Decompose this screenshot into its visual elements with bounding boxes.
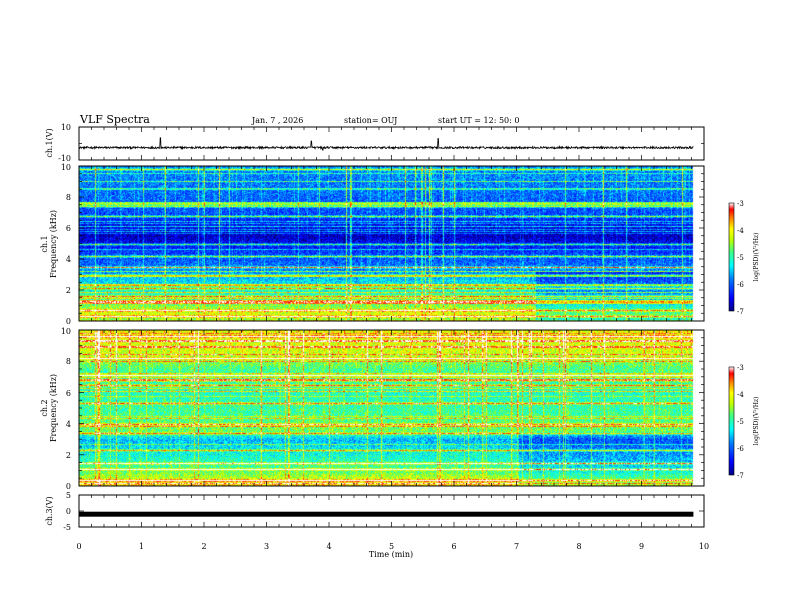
time-tick-4: 4 — [326, 542, 331, 551]
ch2-cbar-tick--7: -7 — [737, 472, 744, 480]
ch1-freq-tick-2: 2 — [66, 286, 71, 295]
ch1-cbar-tick--4: -4 — [737, 227, 744, 235]
ch1-waveform-panel: 10 -10 ch.1(V) — [45, 123, 705, 163]
ch1-waveform-line — [78, 137, 694, 151]
ch1-freq-tick-8: 8 — [66, 193, 71, 202]
ch2-cbar-tick--4: -4 — [737, 391, 744, 399]
ch1-ytick-top: 10 — [61, 123, 71, 132]
time-tick-9: 9 — [639, 542, 644, 551]
ch1-waveform-ylabel: ch.1(V) — [45, 128, 54, 157]
station-label: station= OUJ — [344, 116, 397, 125]
ch2-freq-tick-0: 0 — [66, 482, 71, 491]
time-tick-labels: 0 1 2 3 4 5 6 7 8 9 10 — [76, 542, 709, 551]
ch1-cbar-tick--3: -3 — [737, 200, 744, 208]
time-axis-label: Time (min) — [369, 550, 413, 559]
ch1-cbar-tick--6: -6 — [737, 281, 744, 289]
time-tick-8: 8 — [576, 542, 581, 551]
ch1-spectrogram-heatmap — [79, 166, 704, 321]
ch3-ytick-5: 5 — [66, 491, 71, 500]
date-label: Jan. 7 , 2026 — [251, 116, 303, 125]
ch1-spectrogram-panel: 0 2 4 6 8 10 ch.1 Frequency (kHz) — [40, 163, 705, 326]
time-tick-10: 10 — [699, 542, 709, 551]
ch1-colorbar: -3 -4 -5 -6 -7 log(PSD)(V²/Hz) — [728, 200, 760, 316]
ch1-channel-label: ch.1 — [40, 235, 49, 252]
ch2-freq-tick-2: 2 — [66, 451, 71, 460]
time-tick-1: 1 — [139, 542, 144, 551]
ch1-waveform-ticks — [78, 126, 705, 161]
ch2-freq-tick-8: 8 — [66, 357, 71, 366]
ch1-cbar-tick--7: -7 — [737, 308, 744, 316]
time-tick-6: 6 — [451, 542, 456, 551]
ch1-frequency-ticklabels: 0 2 4 6 8 10 — [61, 163, 71, 326]
ch2-colorbar-gradient — [728, 366, 735, 476]
ch2-colorbar-label: log(PSD)(V²/Hz) — [753, 397, 760, 446]
time-axis: 0 1 2 3 4 5 6 7 8 9 10 Time (min) — [76, 542, 709, 559]
ch3-ytick--5: -5 — [63, 523, 71, 532]
ch1-cbar-tick--5: -5 — [737, 254, 744, 262]
ch2-cbar-tick--6: -6 — [737, 445, 744, 453]
time-tick-0: 0 — [76, 542, 81, 551]
ch1-colorbar-gradient — [728, 202, 735, 312]
ch3-waveform-ticks — [78, 494, 705, 528]
ch2-spectrogram-ticks — [78, 329, 705, 487]
ch2-freq-tick-6: 6 — [66, 389, 71, 398]
ch3-ytick-0: 0 — [66, 507, 71, 516]
ch1-freq-tick-4: 4 — [66, 255, 71, 264]
ch2-freq-tick-10: 10 — [61, 327, 71, 336]
ch1-freq-tick-0: 0 — [66, 317, 71, 326]
figure-title: VLF Spectra — [79, 113, 150, 126]
ch1-frequency-ylabel: Frequency (kHz) — [49, 210, 58, 278]
ch1-ytick-bottom: -10 — [58, 154, 71, 163]
time-tick-7: 7 — [514, 542, 519, 551]
ch3-waveform-panel: 5 0 -5 ch.3(V) — [45, 491, 705, 532]
time-tick-2: 2 — [201, 542, 206, 551]
ch2-spectrogram-heatmap — [79, 330, 704, 486]
ch2-cbar-tick--5: -5 — [737, 418, 744, 426]
ch2-freq-tick-4: 4 — [66, 420, 71, 429]
ch2-frequency-ticklabels: 0 2 4 6 8 10 — [61, 327, 71, 491]
start-time-label: start UT = 12: 50: 0 — [438, 116, 519, 125]
ch1-spectrogram-ticks — [78, 165, 705, 322]
ch3-waveform-line — [79, 511, 694, 517]
ch1-freq-tick-10: 10 — [61, 163, 71, 172]
ch3-waveform-ylabel: ch.3(V) — [45, 496, 54, 525]
ch2-colorbar: -3 -4 -5 -6 -7 log(PSD)(V²/Hz) — [728, 364, 760, 480]
time-tick-3: 3 — [264, 542, 269, 551]
ch2-spectrogram-panel: 0 2 4 6 8 10 ch.2 Frequency (kHz) — [40, 327, 705, 491]
time-tick-5: 5 — [389, 542, 394, 551]
ch1-colorbar-label: log(PSD)(V²/Hz) — [753, 233, 760, 282]
ch2-frequency-ylabel: Frequency (kHz) — [49, 374, 58, 442]
ch2-channel-label: ch.2 — [40, 399, 49, 416]
ch2-cbar-tick--3: -3 — [737, 364, 744, 372]
ch1-freq-tick-6: 6 — [66, 224, 71, 233]
